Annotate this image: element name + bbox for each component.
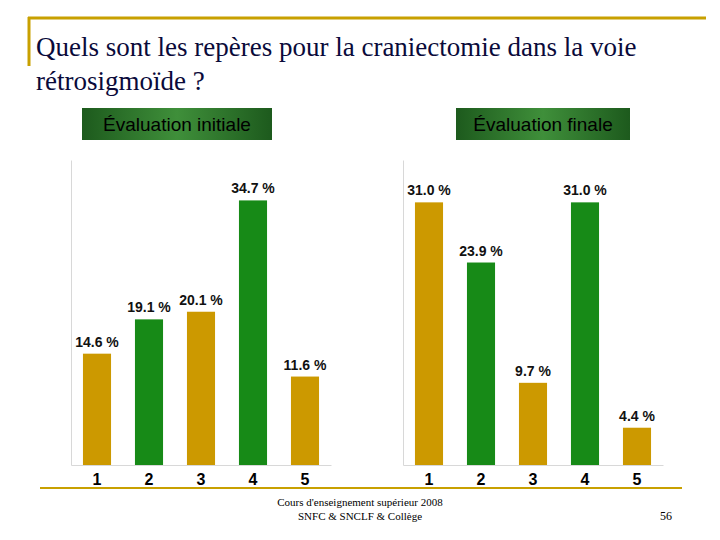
bar [519,383,547,465]
bar [415,202,443,465]
bar [291,377,319,465]
bar [187,312,215,465]
data-label: 23.9 % [459,243,503,259]
chart: Évaluation initiale 1 2 3 4 5 14.6 % 19.1 % 20.1… [72,108,332,488]
x-tick: 1 [425,465,434,488]
footer-text: Cours d'enseignement supérieur 2008 [277,496,443,508]
x-axis-line [404,465,664,466]
x-tick-label: 2 [145,471,154,488]
chart-title-box [82,108,272,140]
x-axis: 1 2 3 4 5 [72,465,332,488]
x-tick-label: 5 [301,471,310,488]
x-tick: 1 [93,465,102,488]
page-number: 56 [660,509,672,523]
data-label: 14.6 % [75,334,119,350]
bars [415,202,651,465]
x-tick-label: 4 [581,471,590,488]
x-tick: 2 [477,465,486,488]
x-tick: 4 [581,465,590,488]
chart-title-box [456,108,630,140]
data-label: 9.7 % [515,363,551,379]
footer-text: SNFC & SNCLF & Collège [298,510,422,522]
data-label: 20.1 % [179,292,223,308]
data-label: 19.1 % [127,299,171,315]
slide-title: Quels sont les repères pour la craniecto… [36,30,706,98]
chart-title: Évaluation finale [473,114,612,135]
x-tick-label: 3 [529,471,538,488]
x-tick-label: 2 [477,471,486,488]
data-labels: 31.0 % 23.9 % 9.7 % 31.0 % 4.4 % [407,182,655,423]
x-tick: 3 [529,465,538,488]
x-axis-line [72,465,332,466]
bar [623,428,651,465]
data-label: 34.7 % [231,180,275,196]
x-tick-label: 4 [249,471,258,488]
y-axis-line [71,161,72,466]
bar [83,354,111,465]
bar [135,319,163,465]
y-axis-line [403,161,404,466]
x-axis: 1 2 3 4 5 [404,465,664,488]
x-tick-label: 1 [93,471,102,488]
y-axis [71,161,72,466]
data-label: 31.0 % [563,182,607,198]
chart-title: Évaluation initiale [103,114,251,135]
x-tick-label: 5 [633,471,642,488]
x-tick: 4 [249,465,258,488]
data-label: 4.4 % [619,408,655,424]
y-axis [403,161,404,466]
x-tick-label: 3 [197,471,206,488]
data-label: 11.6 % [284,357,327,373]
x-tick: 3 [197,465,206,488]
frame-top [28,17,706,20]
chart: Évaluation finale1234531.0 %23.9 %9.7 %3… [404,108,664,488]
frame-left [28,17,31,66]
bar [571,202,599,465]
x-tick: 2 [145,465,154,488]
data-label: 31.0 % [407,182,451,198]
x-tick: 5 [301,465,310,488]
data-labels: 14.6 % 19.1 % 20.1 % 34.7 % 11.6 % [75,180,327,372]
frame [28,17,706,488]
bar [467,263,495,465]
bar [239,200,267,465]
x-tick: 5 [633,465,642,488]
x-tick-label: 1 [425,471,434,488]
